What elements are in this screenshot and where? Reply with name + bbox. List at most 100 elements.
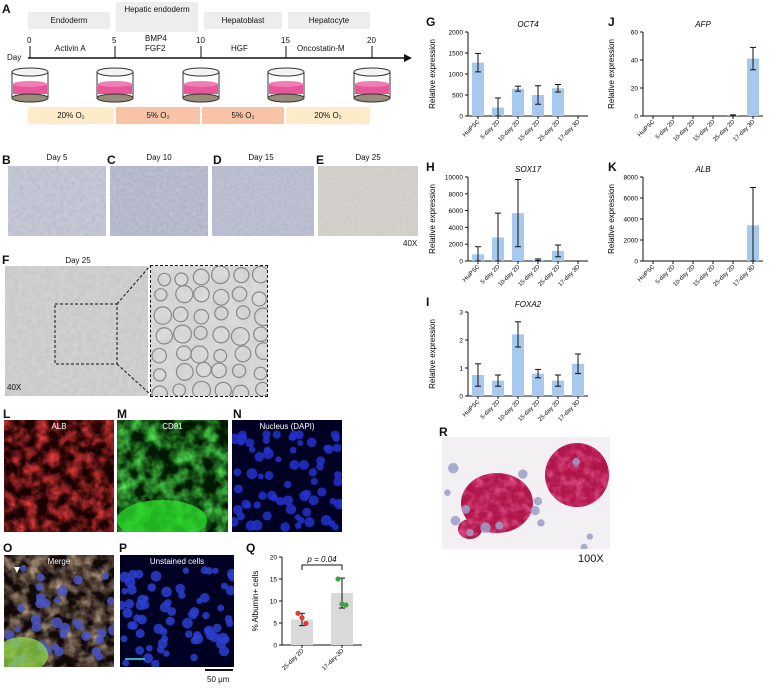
panel-label-g: G: [426, 15, 436, 29]
y-axis-label: Relative expression: [607, 39, 616, 109]
fluor-cd81-title: CD81: [162, 422, 183, 431]
nucleus: [57, 586, 68, 597]
nucleus: [220, 582, 228, 590]
chart-albumin-positive: % Albumin+ cells 0 5 10 15 20 25-day 2D 17-day-…: [251, 555, 362, 672]
cell-outline: [151, 347, 168, 364]
nucleus: [495, 521, 504, 530]
nucleus: [275, 496, 285, 506]
chart-oct4: OCT4 Relative expression 0 500 1000 1500 2000 H…: [428, 20, 588, 143]
nucleus: [145, 644, 153, 652]
nucleus: [73, 575, 83, 585]
y-tick-label: 2: [459, 338, 463, 345]
panel-label-i: I: [426, 295, 430, 309]
nucleus: [586, 533, 594, 540]
nucleus: [17, 604, 25, 613]
nucleus: [289, 433, 297, 441]
panel-label-b: B: [2, 153, 11, 167]
nucleus: [324, 444, 334, 454]
nucleus: [122, 659, 130, 667]
day10-title: Day 10: [146, 153, 172, 162]
nucleus: [52, 643, 60, 652]
micrograph-day25: [318, 166, 418, 236]
y-tick-label: 0: [459, 114, 463, 121]
nucleus: [317, 487, 327, 497]
stain-micrograph: [442, 437, 610, 549]
nucleus: [294, 514, 301, 521]
zoom-region-box: [54, 303, 118, 365]
y-tick-label: 0: [273, 643, 277, 650]
nucleus: [182, 567, 190, 574]
tick-label-15: 15: [281, 36, 290, 45]
nucleus: [533, 497, 543, 506]
panel-label-l: L: [3, 407, 11, 421]
y-axis-label: Relative expression: [428, 39, 437, 109]
y-tick-label: 20: [270, 555, 278, 562]
nucleus: [35, 583, 44, 591]
data-point: [295, 610, 301, 616]
cell-outline: [234, 345, 252, 363]
culture-dish-2: [182, 67, 220, 103]
tick-label-0: 0: [27, 36, 32, 45]
nucleus: [294, 430, 304, 440]
nucleus: [262, 511, 272, 521]
factor-bmp4: BMP4: [145, 34, 167, 43]
fluor-dapi: Nucleus (DAPI): [232, 420, 342, 532]
nucleus: [159, 601, 171, 613]
nucleus: [580, 543, 588, 549]
y-axis-label: Relative expression: [428, 319, 437, 389]
nucleus: [124, 577, 136, 588]
cell-outline: [193, 285, 210, 303]
cell-outline: [253, 366, 267, 381]
cell-outline: [254, 342, 267, 361]
nucleus: [447, 462, 459, 474]
nucleus: [251, 519, 263, 531]
y-tick-label: 10: [270, 599, 278, 606]
cell-outline: [154, 288, 168, 302]
nucleus: [225, 619, 234, 628]
cell-outline: [231, 286, 248, 302]
cell-outline: [210, 266, 230, 285]
scale-bar: [205, 669, 233, 671]
stage-endoderm: Endoderm: [28, 12, 110, 29]
micrograph-day15: [212, 166, 314, 236]
stage-hepatocyte: Hepatocyte: [288, 12, 370, 29]
nucleus: [264, 471, 274, 480]
nucleus: [135, 646, 145, 655]
stage-hepatic-endoderm: Hepatic endoderm: [116, 2, 198, 32]
panel-label-c: C: [107, 153, 116, 167]
nucleus: [212, 567, 219, 574]
y-tick-label: 60: [631, 30, 639, 37]
nucleus: [189, 607, 200, 617]
nucleus: [142, 595, 149, 602]
nucleus: [282, 495, 294, 506]
nucleus: [36, 573, 45, 582]
x-tick-label-0: HuiPSC: [637, 264, 657, 284]
cell-outline: [153, 368, 167, 382]
nucleus: [122, 607, 133, 619]
fluor-unstained-title: Unstained cells: [149, 557, 205, 566]
nucleus: [233, 484, 243, 494]
tick-label-10: 10: [196, 36, 205, 45]
panel-label-j: J: [608, 15, 615, 29]
cell-outline: [157, 272, 172, 287]
nucleus: [289, 446, 297, 454]
cell-outline: [253, 326, 267, 342]
cell-outline: [192, 268, 210, 286]
nucleus: [175, 583, 186, 594]
cell-outline: [175, 362, 194, 381]
cell-outline: [173, 324, 193, 344]
chart-alb: ALB Relative expression 0 2000 4000 6000 8000 H…: [607, 165, 763, 288]
nucleus: [289, 460, 300, 470]
culture-dish-0: [11, 67, 49, 103]
nucleus: [333, 477, 342, 487]
y-tick-label: 8000: [449, 191, 464, 198]
cell-outline: [193, 325, 208, 340]
culture-dish-1: [96, 67, 134, 103]
panel-label-r: R: [439, 425, 448, 439]
nucleus: [182, 617, 193, 629]
nucleus: [185, 630, 193, 638]
nucleus: [337, 500, 342, 508]
nucleus: [310, 477, 318, 486]
data-point: [335, 576, 341, 582]
